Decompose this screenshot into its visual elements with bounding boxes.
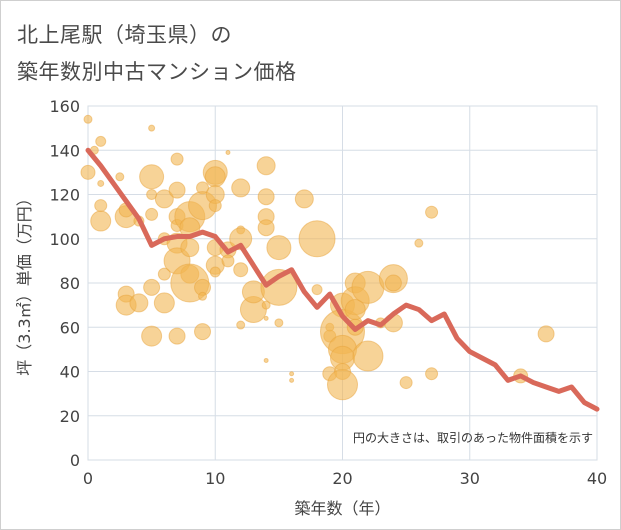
bubble-point [266, 235, 292, 261]
bubble-point [95, 135, 107, 147]
x-tick-label: 40 [587, 469, 607, 488]
bubble-point [298, 220, 336, 258]
bubble-point [97, 179, 105, 187]
bubble-point [168, 327, 186, 345]
x-tick-label: 10 [205, 469, 225, 488]
bubble-point [256, 156, 276, 176]
y-tick-label: 60 [60, 318, 80, 337]
bubble-point [198, 291, 208, 301]
bubble-point [221, 254, 235, 268]
chart-title-line1: 北上尾駅（埼玉県）の [17, 23, 232, 47]
bubble-point [115, 172, 125, 182]
bubble-point [180, 238, 200, 258]
bubble-point [257, 219, 275, 237]
y-tick-label: 140 [49, 141, 80, 160]
trend-line [85, 147, 600, 412]
bubble-point [289, 377, 295, 383]
bubble-point [425, 367, 439, 381]
bubble-point [289, 371, 295, 377]
bubble-point [194, 323, 212, 341]
y-tick-label: 120 [49, 186, 80, 205]
y-tick-label: 160 [49, 97, 80, 116]
bubble-point [263, 357, 269, 363]
x-axis-label: 築年数（年） [294, 499, 390, 518]
bubble-point [141, 325, 163, 347]
bubble-point [170, 152, 184, 166]
bubble-point [225, 149, 231, 155]
bubble-point [236, 320, 246, 330]
bubble-point [204, 166, 226, 188]
bubble-point [233, 262, 249, 278]
bubble-point [231, 178, 251, 198]
bubble-point [263, 315, 269, 321]
bubble-point [168, 181, 186, 199]
bubble-point [90, 210, 112, 232]
bubble-point [139, 164, 165, 190]
x-tick-label: 0 [83, 469, 93, 488]
bubble-point [154, 189, 174, 209]
bubble-point [83, 114, 93, 124]
bubble-size-note: 円の大きさは、取引のあった物件面積を示す [353, 430, 593, 445]
y-tick-label: 80 [60, 274, 80, 293]
bubble-point [148, 124, 156, 132]
bubble-point [80, 164, 96, 180]
bubble-point [257, 188, 275, 206]
y-tick-labels: 0 20 40 60 80 100 120 140 160 [49, 97, 80, 470]
bubble-point [209, 266, 221, 278]
bubble-point [94, 199, 108, 213]
bubble-point [537, 325, 555, 343]
chart-title-line2: 築年数別中古マンション価格 [17, 60, 297, 84]
y-tick-label: 100 [49, 230, 80, 249]
x-tick-labels: 0 10 20 30 40 [83, 469, 607, 488]
bubble-point [327, 369, 358, 401]
bubble-point [143, 278, 161, 296]
bubble-point [157, 267, 171, 281]
bubble-point [294, 189, 314, 209]
bubble-point [145, 207, 159, 221]
y-tick-label: 40 [60, 363, 80, 382]
bubble-point [399, 376, 413, 390]
bubble-point [425, 205, 439, 219]
x-tick-label: 20 [332, 469, 352, 488]
bubble-point [261, 300, 271, 310]
bubble-point [260, 268, 298, 306]
bubble-point [153, 292, 175, 314]
bubble-point [208, 199, 222, 213]
bubble-point [129, 293, 149, 313]
y-tick-label: 0 [70, 451, 80, 470]
bubble-point [352, 340, 384, 372]
bubble-point [414, 238, 424, 248]
y-tick-label: 20 [60, 407, 80, 426]
bubble-point [274, 318, 284, 328]
y-axis-label: 坪（3.3㎡）単価（万円） [15, 190, 34, 375]
bubble-point [384, 274, 402, 292]
x-tick-label: 30 [460, 469, 480, 488]
bubble-point [311, 284, 323, 296]
